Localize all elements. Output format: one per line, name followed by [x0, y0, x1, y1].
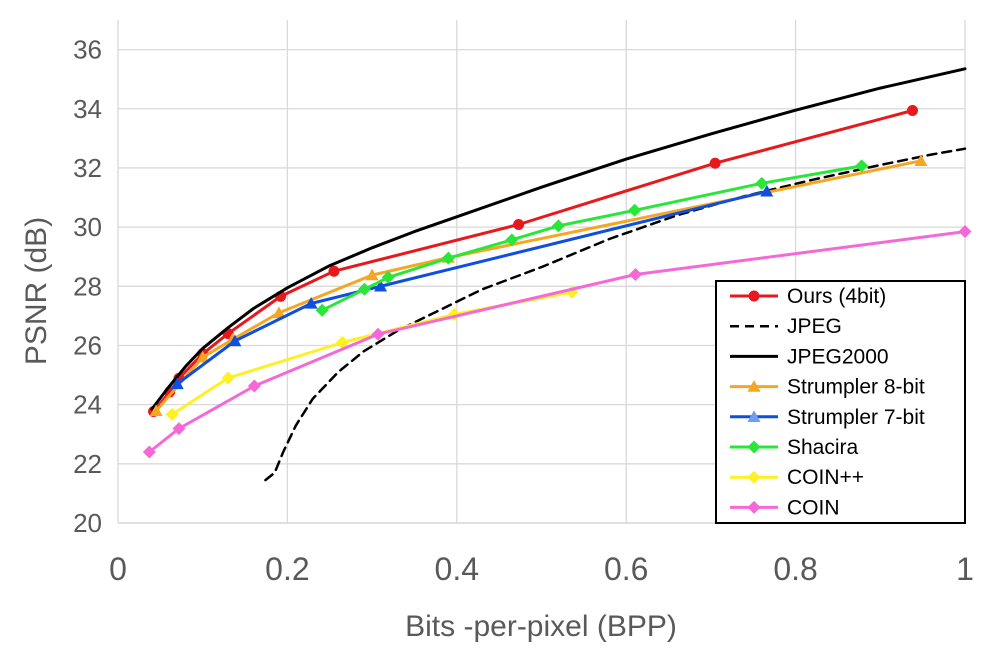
data-point-coin — [221, 371, 235, 385]
data-point-strumpler-8-bit — [149, 404, 163, 417]
data-point-shacira — [381, 270, 395, 284]
legend-label-jpeg2000: JPEG2000 — [787, 345, 889, 368]
data-point-shacira — [855, 159, 869, 173]
data-point-coin — [142, 445, 156, 459]
data-point-strumpler-7-bit — [170, 377, 184, 390]
data-point-coin — [629, 267, 643, 281]
y-tick-label: 26 — [73, 330, 102, 360]
data-point-shacira — [357, 282, 371, 296]
y-axis-title: PSNR (dB) — [20, 217, 53, 365]
data-point-coin — [247, 379, 261, 393]
y-tick-label: 24 — [73, 390, 102, 420]
series-jpeg — [264, 147, 967, 482]
x-tick-label: 1 — [956, 551, 974, 587]
data-point-shacira — [315, 303, 329, 317]
data-point-strumpler-8-bit — [365, 268, 379, 281]
data-point-shacira — [441, 251, 455, 265]
data-point-coin — [335, 336, 349, 350]
data-point-strumpler-8-bit — [196, 350, 210, 363]
x-axis-title: Bits -per-pixel (BPP) — [405, 610, 677, 643]
x-tick-label: 0.4 — [435, 551, 479, 587]
data-series — [142, 67, 972, 482]
series-jpeg2000 — [150, 67, 967, 411]
y-tick-label: 34 — [73, 94, 102, 124]
legend-marker-coin — [747, 470, 761, 484]
legend-marker-ours-4bit — [748, 290, 760, 302]
data-point-coin — [165, 407, 179, 421]
x-tick-label: 0.2 — [265, 551, 309, 587]
x-tick-label: 0 — [109, 551, 127, 587]
data-point-ours-4bit — [513, 218, 525, 230]
data-point-shacira — [505, 233, 519, 247]
legend-label-coin: COIN — [787, 496, 840, 519]
legend-label-coin: COIN++ — [787, 466, 864, 489]
data-point-strumpler-7-bit — [374, 279, 388, 292]
data-point-ours-4bit — [709, 157, 721, 169]
legend-label-strumpler-8-bit: Strumpler 8-bit — [787, 376, 925, 399]
y-tick-label: 32 — [73, 153, 102, 183]
data-point-ours-4bit — [328, 265, 340, 277]
y-tick-label: 30 — [73, 212, 102, 242]
x-tick-label: 0.8 — [773, 551, 817, 587]
legend-label-strumpler-7-bit: Strumpler 7-bit — [787, 406, 925, 429]
data-point-shacira — [628, 203, 642, 217]
x-tick-label: 0.6 — [604, 551, 648, 587]
legend-label-jpeg: JPEG — [787, 315, 842, 338]
data-point-coin — [172, 422, 186, 436]
y-tick-label: 28 — [73, 271, 102, 301]
y-tick-label: 20 — [73, 508, 102, 538]
data-point-coin — [371, 327, 385, 341]
series-line-coin — [147, 230, 967, 454]
data-point-strumpler-7-bit — [304, 296, 318, 309]
legend-box — [715, 280, 966, 524]
legend-marker-shacira — [747, 440, 761, 454]
data-point-ours-4bit — [906, 105, 918, 117]
data-point-strumpler-7-bit — [760, 184, 774, 197]
series-line-jpeg — [264, 147, 967, 482]
legend-marker-strumpler-8-bit — [747, 380, 761, 392]
data-point-strumpler-8-bit — [272, 306, 286, 319]
data-point-shacira — [551, 219, 565, 233]
y-tick-label: 22 — [73, 449, 102, 479]
data-point-coin — [958, 225, 972, 239]
series-shacira — [315, 159, 869, 317]
legend-label-shacira: Shacira — [787, 436, 859, 459]
y-tick-label: 36 — [73, 35, 102, 65]
series-strumpler-7-bit — [170, 184, 774, 390]
series-line-jpeg2000 — [150, 67, 967, 411]
gridlines — [117, 20, 966, 524]
legend-label-ours-4bit: Ours (4bit) — [787, 285, 886, 308]
legend-marker-coin — [747, 500, 761, 514]
data-point-strumpler-8-bit — [914, 154, 928, 167]
series-coin — [142, 225, 972, 459]
data-point-shacira — [755, 176, 769, 190]
data-point-strumpler-7-bit — [228, 334, 242, 347]
legend: Ours (4bit) JPEG JPEG2000 Strumpler 8-bit St… — [715, 280, 966, 524]
legend-marker-strumpler-7-bit — [747, 410, 761, 422]
